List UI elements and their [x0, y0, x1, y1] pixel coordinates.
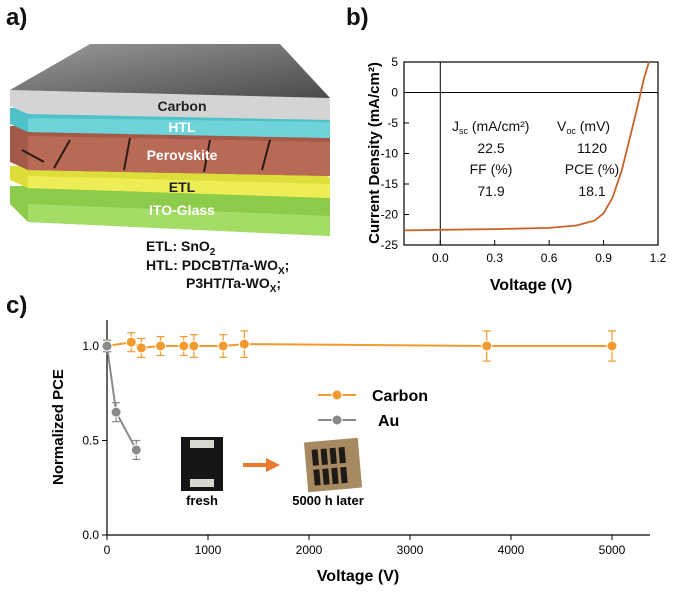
carbon-data-point — [217, 340, 229, 352]
carbon-data-point — [178, 340, 190, 352]
carbon-data-point — [188, 340, 200, 352]
jv-metrics-table: Jsc (mA/cm²) Voc (mV) 22.5 1120 FF (%) P… — [452, 118, 619, 199]
jv-x-tick-label: 0.6 — [541, 251, 558, 265]
grain-boundary — [53, 139, 71, 169]
etl-side — [28, 176, 330, 198]
htl-note-line1: HTL: PDCBT/Ta-WOX; — [146, 257, 290, 277]
jv-reference-lines — [404, 62, 658, 245]
jv-chart: 5 0 -5 -10 -15 -20 -25 0.0 0.3 0.6 0.9 1.2 Voltage… — [366, 55, 667, 294]
stability-x-tick-label: 4000 — [498, 543, 525, 557]
carbon-data-point — [481, 340, 493, 352]
jv-y-tick-label: -5 — [387, 116, 398, 130]
carbon-data-point — [238, 338, 250, 350]
legend-au-marker — [331, 414, 343, 426]
layer-label-etl: ETL — [169, 179, 196, 195]
arrow-head-icon — [266, 458, 280, 472]
stability-x-axis: 0 1000 2000 3000 4000 5000 — [104, 535, 626, 557]
fresh-device-contact — [190, 479, 214, 487]
htl-side — [28, 118, 330, 138]
jv-y-axis: 5 0 -5 -10 -15 -20 -25 — [381, 55, 409, 252]
jv-curve — [403, 61, 650, 232]
jv-plot-frame — [403, 61, 659, 246]
jv-y-tick-label: -10 — [381, 147, 399, 161]
legend-carbon-marker — [331, 389, 343, 401]
legend-carbon-label: Carbon — [372, 388, 428, 405]
stability-x-tick-label: 3000 — [397, 543, 424, 557]
perovskite-side — [28, 136, 330, 176]
jv-y-tick-label: -20 — [381, 208, 399, 222]
jv-y-tick-label: -25 — [381, 238, 399, 252]
jv-table-header-voc: Voc (mV) — [557, 118, 610, 136]
jv-table-cell: 18.1 — [578, 183, 605, 199]
carbon-data-point — [606, 340, 618, 352]
panel-letter-a: a) — [6, 4, 28, 31]
stability-x-label: Voltage (V) — [317, 568, 399, 585]
stability-x-tick-label: 0 — [104, 543, 111, 557]
stability-y-tick-label: 0.0 — [82, 528, 99, 542]
jv-table-cell: 1120 — [577, 140, 607, 156]
au-data-point — [110, 406, 122, 418]
jv-table-header-jsc: Jsc (mA/cm²) — [452, 118, 529, 136]
au-series-line — [106, 345, 138, 451]
etl-note: ETL: SnO2 — [146, 238, 216, 258]
device-photos-inset: fresh 5000 h later — [181, 437, 364, 508]
jv-y-tick-label: -15 — [381, 177, 399, 191]
carbon-data-point — [155, 340, 167, 352]
grain-boundary — [123, 137, 131, 171]
fresh-device-contact — [190, 440, 214, 448]
stability-x-tick-label: 2000 — [296, 543, 323, 557]
stability-chart: 0.0 0.5 1.0 0 1000 2000 3000 4000 5000 Voltage … — [50, 320, 650, 585]
jv-table-cell: 71.9 — [477, 183, 504, 199]
aged-device-photo — [303, 437, 363, 493]
jv-x-tick-label: 0.9 — [595, 251, 612, 265]
jv-y-label: Current Density (mA/cm²) — [366, 62, 383, 244]
legend-au-label: Au — [378, 413, 399, 430]
jv-table-cell: 22.5 — [477, 140, 504, 156]
device-stack: Carbon HTL Perovskite ETL ITO-Glass — [10, 44, 330, 236]
later-caption: 5000 h later — [292, 493, 364, 508]
layer-label-ito-glass: ITO-Glass — [149, 202, 215, 218]
carbon-data-point — [135, 342, 147, 354]
stability-y-tick-label: 1.0 — [82, 339, 99, 353]
stability-x-tick-label: 5000 — [599, 543, 626, 557]
carbon-layer-side — [10, 90, 330, 120]
jv-table-cell: FF (%) — [470, 161, 513, 177]
grain-boundary — [21, 149, 45, 163]
stability-series — [101, 330, 618, 460]
jv-x-axis: 0.0 0.3 0.6 0.9 1.2 — [432, 240, 667, 265]
stability-y-axis: 0.0 0.5 1.0 — [82, 339, 107, 542]
jv-x-tick-label: 0.3 — [486, 251, 503, 265]
jv-y-tick-label: 5 — [391, 55, 398, 69]
carbon-data-point — [125, 336, 137, 348]
htl-note-line2: P3HT/Ta-WOX; — [186, 275, 282, 295]
grain-boundary — [203, 139, 211, 173]
jv-x-tick-label: 1.2 — [650, 251, 667, 265]
au-data-point — [130, 444, 142, 456]
panel-letter-b: b) — [346, 4, 369, 31]
layer-label-htl: HTL — [168, 119, 196, 135]
stability-y-tick-label: 0.5 — [82, 434, 99, 448]
grain-boundary — [261, 139, 271, 171]
carbon-top — [10, 44, 330, 98]
layer-label-perovskite: Perovskite — [147, 147, 218, 163]
ito-glass-side — [28, 204, 330, 236]
stability-legend: Carbon Au — [318, 388, 428, 430]
stability-y-label: Normalized PCE — [50, 369, 67, 485]
panel-letter-c: c) — [6, 292, 28, 319]
jv-x-tick-label: 0.0 — [432, 251, 449, 265]
fresh-caption: fresh — [186, 493, 218, 508]
jv-x-label: Voltage (V) — [490, 277, 572, 294]
aged-device-stripes — [311, 446, 348, 486]
jv-y-tick-label: 0 — [391, 86, 398, 100]
stability-x-tick-label: 1000 — [195, 543, 222, 557]
jv-table-cell: PCE (%) — [565, 161, 619, 177]
au-data-point — [101, 340, 113, 352]
layer-label-carbon: Carbon — [158, 98, 207, 114]
